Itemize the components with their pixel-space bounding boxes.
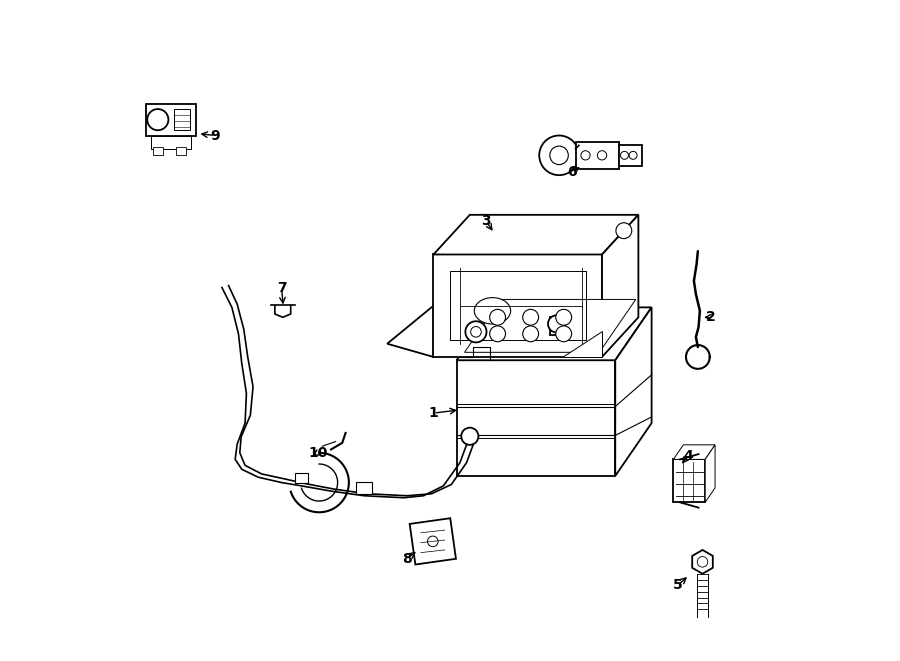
Polygon shape [464, 299, 635, 352]
Polygon shape [692, 550, 713, 574]
Circle shape [465, 321, 487, 342]
Polygon shape [705, 445, 716, 502]
Bar [153, 147, 163, 155]
Circle shape [428, 536, 438, 547]
Text: 3: 3 [482, 214, 491, 229]
Ellipse shape [474, 297, 510, 324]
Circle shape [148, 109, 168, 130]
Polygon shape [456, 360, 616, 476]
Bar [294, 473, 308, 483]
Circle shape [620, 151, 628, 159]
Circle shape [539, 136, 579, 175]
Bar [174, 109, 190, 130]
Polygon shape [456, 307, 652, 360]
Polygon shape [387, 305, 434, 357]
Bar [576, 142, 618, 169]
Circle shape [523, 326, 538, 342]
Text: 1: 1 [428, 406, 438, 420]
Circle shape [550, 146, 568, 165]
Circle shape [471, 327, 482, 337]
Circle shape [490, 326, 506, 342]
Bar [356, 482, 372, 494]
Circle shape [629, 151, 637, 159]
Text: 8: 8 [402, 551, 412, 566]
Text: 10: 10 [308, 446, 328, 460]
Circle shape [556, 309, 572, 325]
Circle shape [523, 309, 538, 325]
Bar [176, 147, 186, 155]
Polygon shape [616, 307, 652, 476]
Circle shape [461, 428, 479, 445]
Bar [151, 136, 191, 149]
Text: 4: 4 [683, 449, 693, 463]
Polygon shape [410, 518, 456, 564]
Text: 7: 7 [276, 280, 286, 295]
Polygon shape [434, 215, 638, 254]
Circle shape [490, 309, 506, 325]
Bar [146, 104, 195, 136]
Polygon shape [562, 330, 602, 357]
Text: 6: 6 [568, 165, 577, 179]
Text: 9: 9 [211, 128, 220, 143]
Circle shape [698, 557, 707, 567]
Circle shape [598, 151, 607, 160]
Polygon shape [602, 215, 638, 357]
Polygon shape [673, 445, 716, 459]
Circle shape [580, 151, 590, 160]
Bar [550, 317, 564, 335]
Circle shape [548, 315, 565, 332]
Bar [618, 145, 642, 166]
Circle shape [556, 326, 572, 342]
Text: 5: 5 [673, 578, 683, 592]
Bar [434, 254, 602, 357]
Bar [673, 459, 705, 502]
Circle shape [616, 223, 632, 239]
Text: 2: 2 [706, 310, 716, 325]
